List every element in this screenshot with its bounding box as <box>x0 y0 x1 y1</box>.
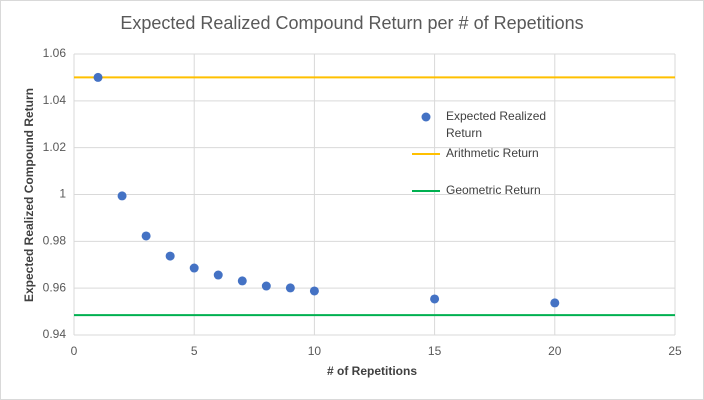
legend-label: Expected Realized Return <box>446 109 547 140</box>
y-tick-label: 1.06 <box>43 46 67 60</box>
data-point <box>117 191 127 201</box>
x-axis-title: # of Repetitions <box>327 364 417 378</box>
x-tick-label: 5 <box>191 344 198 358</box>
x-tick-label: 25 <box>668 344 682 358</box>
legend-item: Expected Realized Return <box>412 108 572 145</box>
legend-swatch <box>412 190 440 192</box>
data-point <box>237 276 247 286</box>
data-point <box>141 231 151 241</box>
x-tick-label: 10 <box>308 344 322 358</box>
data-point <box>309 286 319 296</box>
x-tick-label: 0 <box>71 344 78 358</box>
legend-swatch <box>421 112 431 122</box>
y-tick-label: 0.94 <box>43 327 67 341</box>
y-tick-label: 1.04 <box>43 93 67 107</box>
data-point <box>285 283 295 293</box>
data-point <box>189 263 199 273</box>
legend-swatch <box>412 153 440 155</box>
y-tick-label: 1.02 <box>43 140 67 154</box>
y-tick-label: 0.96 <box>43 280 67 294</box>
data-point <box>93 72 103 82</box>
legend-label: Arithmetic Return <box>446 146 539 160</box>
legend-item: Arithmetic Return <box>412 145 572 182</box>
y-tick-label: 0.98 <box>43 234 67 248</box>
legend-item: Geometric Return <box>412 182 572 219</box>
data-point <box>430 294 440 304</box>
data-point <box>165 251 175 261</box>
legend-label: Geometric Return <box>446 183 541 197</box>
data-point <box>213 270 223 280</box>
data-point <box>550 298 560 308</box>
x-tick-label: 20 <box>548 344 562 358</box>
chart-title: Expected Realized Compound Return per # … <box>120 13 583 33</box>
x-tick-label: 15 <box>428 344 442 358</box>
legend-marker <box>421 112 431 122</box>
data-point <box>261 281 271 291</box>
legend: Expected Realized Return Arithmetic Retur… <box>412 108 572 219</box>
y-axis-title: Expected Realized Compound Return <box>22 88 36 302</box>
y-tick-label: 1 <box>59 187 66 201</box>
